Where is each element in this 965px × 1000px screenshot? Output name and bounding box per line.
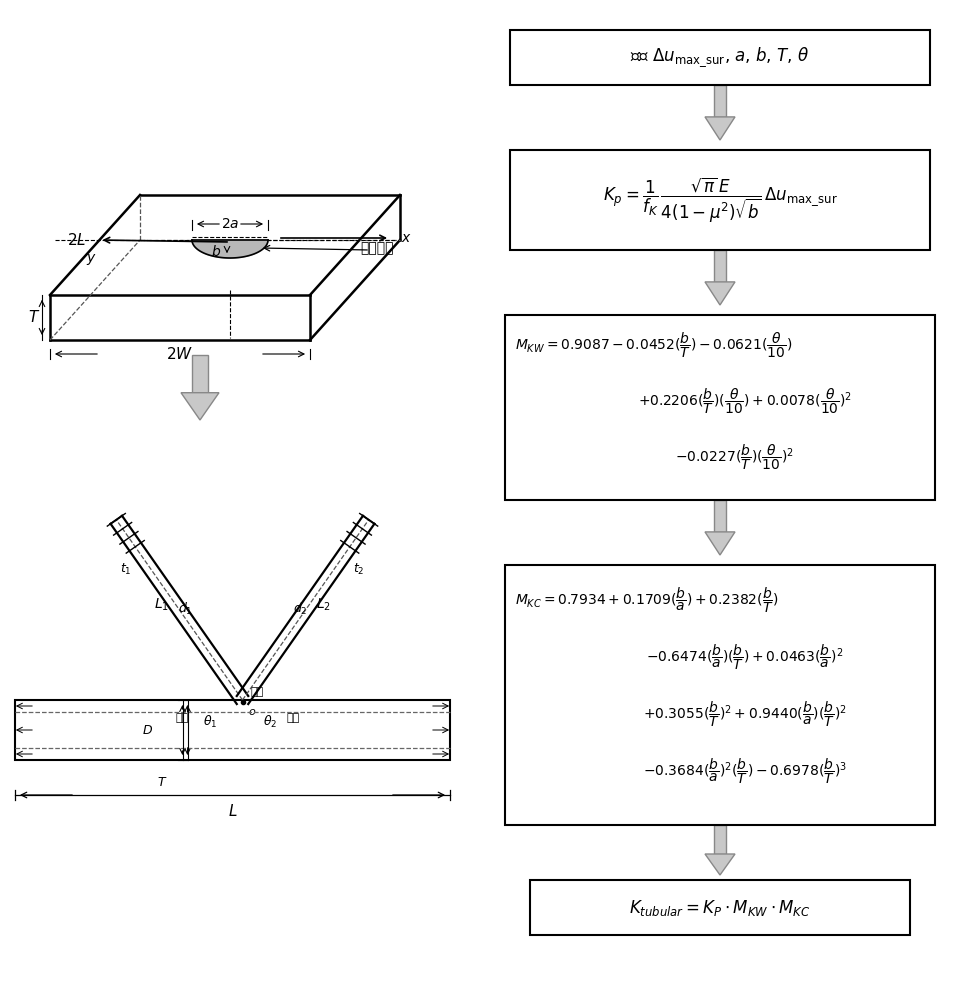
Text: $-0.3684(\dfrac{b}{a})^2(\dfrac{b}{T}) - 0.6978(\dfrac{b}{T})^3$: $-0.3684(\dfrac{b}{a})^2(\dfrac{b}{T}) -… xyxy=(643,756,847,786)
Bar xyxy=(192,355,208,393)
Text: $M_{KC} = 0.7934 + 0.1709(\dfrac{b}{a}) + 0.2382(\dfrac{b}{T})$: $M_{KC} = 0.7934 + 0.1709(\dfrac{b}{a}) … xyxy=(515,585,779,615)
Bar xyxy=(530,880,910,935)
Polygon shape xyxy=(705,854,735,875)
Bar xyxy=(714,500,727,532)
Text: $d_1$: $d_1$ xyxy=(178,601,192,617)
Text: 已知 $\Delta u_{\rm max\_sur}$, $a$, $b$, $T$, $\theta$: 已知 $\Delta u_{\rm max\_sur}$, $a$, $b$, … xyxy=(630,46,810,69)
Text: $b$: $b$ xyxy=(211,244,221,259)
Text: $2a$: $2a$ xyxy=(221,217,239,231)
Bar xyxy=(510,30,930,85)
Text: $\theta_2$: $\theta_2$ xyxy=(263,714,278,730)
Text: 冠点: 冠点 xyxy=(251,687,263,697)
Text: $L_2$: $L_2$ xyxy=(317,597,331,613)
Text: 表面裂纹: 表面裂纹 xyxy=(360,241,394,255)
Text: $K_p = \dfrac{1}{f_K}\,\dfrac{\sqrt{\pi}\,E}{4(1-\mu^2)\sqrt{b}}\,\Delta u_{\rm : $K_p = \dfrac{1}{f_K}\,\dfrac{\sqrt{\pi}… xyxy=(602,175,838,225)
Bar xyxy=(714,85,727,117)
Bar xyxy=(15,700,450,760)
Text: $y$: $y$ xyxy=(86,252,96,267)
Text: $t_1$: $t_1$ xyxy=(120,562,131,577)
Polygon shape xyxy=(705,117,735,140)
Text: $L_1$: $L_1$ xyxy=(153,597,169,613)
Text: $2W$: $2W$ xyxy=(166,346,194,362)
Text: 鞍点: 鞍点 xyxy=(176,713,189,723)
Polygon shape xyxy=(181,393,219,420)
Polygon shape xyxy=(705,282,735,305)
Text: $-0.0227(\dfrac{b}{T})(\dfrac{\theta}{10})^2$: $-0.0227(\dfrac{b}{T})(\dfrac{\theta}{10… xyxy=(676,442,794,472)
Text: $T$: $T$ xyxy=(157,776,168,788)
Text: $\theta_1$: $\theta_1$ xyxy=(204,714,218,730)
Polygon shape xyxy=(705,532,735,555)
Text: $L$: $L$ xyxy=(228,803,237,819)
Text: $M_{KW} = 0.9087 - 0.0452(\dfrac{b}{T}) - 0.0621(\dfrac{\theta}{10})$: $M_{KW} = 0.9087 - 0.0452(\dfrac{b}{T}) … xyxy=(515,330,792,360)
Text: 跟点: 跟点 xyxy=(287,713,300,723)
Bar xyxy=(714,825,727,854)
Text: $K_{\it tubular} = K_P \cdot M_{KW} \cdot M_{KC}$: $K_{\it tubular} = K_P \cdot M_{KW} \cdo… xyxy=(629,898,811,918)
Text: $T$: $T$ xyxy=(28,310,41,326)
Text: $-0.6474(\dfrac{b}{a})(\dfrac{b}{T}) + 0.0463(\dfrac{b}{a})^2$: $-0.6474(\dfrac{b}{a})(\dfrac{b}{T}) + 0… xyxy=(647,642,843,672)
Bar xyxy=(714,250,727,282)
Text: $o$: $o$ xyxy=(247,707,256,717)
Text: $d_2$: $d_2$ xyxy=(292,601,307,617)
Text: $t_2$: $t_2$ xyxy=(353,562,365,577)
Text: $D$: $D$ xyxy=(142,724,153,736)
Polygon shape xyxy=(192,240,268,258)
Text: $2L$: $2L$ xyxy=(68,232,87,248)
Text: $x$: $x$ xyxy=(401,231,412,245)
Bar xyxy=(505,315,935,500)
Text: $+0.2206(\dfrac{b}{T})(\dfrac{\theta}{10}) + 0.0078(\dfrac{\theta}{10})^2$: $+0.2206(\dfrac{b}{T})(\dfrac{\theta}{10… xyxy=(638,386,852,416)
Bar xyxy=(510,150,930,250)
Text: $+0.3055(\dfrac{b}{T})^2 + 0.9440(\dfrac{b}{a})(\dfrac{b}{T})^2$: $+0.3055(\dfrac{b}{T})^2 + 0.9440(\dfrac… xyxy=(643,699,847,729)
Bar xyxy=(505,565,935,825)
